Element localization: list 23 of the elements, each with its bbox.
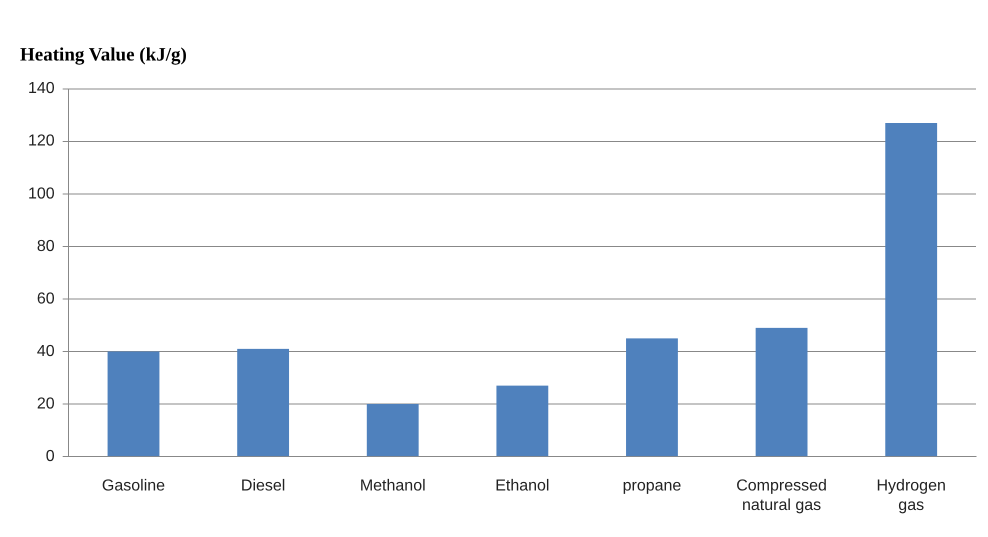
bar bbox=[366, 404, 419, 456]
y-axis-title: Heating Value (kJ/g) bbox=[20, 44, 187, 66]
y-tick-label: 140 bbox=[28, 80, 55, 98]
y-tick-label: 0 bbox=[46, 448, 55, 466]
y-tick-label: 40 bbox=[36, 342, 55, 360]
x-tick-label: Methanol bbox=[360, 478, 426, 495]
y-tick-label: 120 bbox=[28, 132, 55, 150]
bar bbox=[626, 338, 678, 456]
y-tick-label: 60 bbox=[36, 290, 55, 308]
x-tick-label: Diesel bbox=[240, 478, 286, 495]
x-tick-label: Compressed natural gas bbox=[736, 478, 827, 514]
y-tick-label: 20 bbox=[36, 395, 55, 412]
bar bbox=[108, 352, 160, 456]
x-tick-label: Hydrogen gas bbox=[876, 478, 946, 514]
bar bbox=[496, 386, 548, 456]
y-tick-label: 100 bbox=[28, 185, 55, 202]
x-tick-label: Gasoline bbox=[102, 478, 166, 495]
x-tick-label: Ethanol bbox=[495, 478, 550, 495]
bar bbox=[756, 328, 808, 456]
bar bbox=[237, 348, 290, 456]
bar bbox=[885, 122, 938, 456]
x-tick-label: propane bbox=[622, 478, 682, 495]
y-tick-label: 80 bbox=[36, 238, 55, 255]
